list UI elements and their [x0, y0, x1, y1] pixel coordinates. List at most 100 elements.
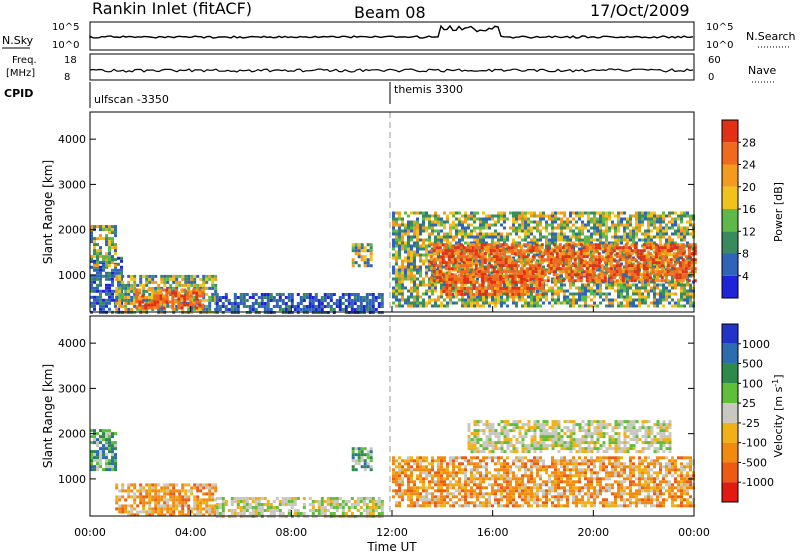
- data-cell: [521, 217, 524, 221]
- data-cell: [503, 217, 506, 221]
- data-cell: [499, 283, 503, 287]
- data-cell: [278, 509, 282, 512]
- data-cell: [563, 244, 566, 248]
- data-cell: [366, 258, 370, 262]
- data-cell: [626, 220, 629, 224]
- data-cell: [527, 292, 530, 296]
- data-cell: [623, 211, 626, 215]
- data-cell: [633, 267, 637, 271]
- data-cell: [593, 226, 596, 230]
- data-cell: [527, 217, 530, 221]
- data-cell: [548, 289, 551, 293]
- data-cell: [108, 246, 111, 250]
- data-cell: [242, 497, 246, 500]
- data-cell: [512, 229, 515, 233]
- data-cell: [659, 214, 662, 218]
- data-cell: [90, 289, 93, 293]
- data-cell: [639, 249, 643, 253]
- data-cell: [169, 489, 173, 493]
- data-cell: [449, 298, 452, 302]
- data-cell: [172, 498, 176, 502]
- data-cell: [254, 497, 258, 500]
- data-cell: [278, 299, 282, 302]
- data-cell: [588, 270, 592, 274]
- data-cell: [442, 289, 446, 293]
- data-cell: [504, 243, 508, 247]
- data-cell: [511, 289, 515, 293]
- data-cell: [329, 506, 333, 509]
- data-cell: [680, 214, 683, 218]
- data-cell: [353, 296, 357, 299]
- data-cell: [461, 298, 464, 302]
- data-cell: [457, 292, 461, 296]
- data-cell: [172, 280, 176, 284]
- data-cell: [671, 223, 674, 227]
- data-cell: [527, 235, 530, 239]
- data-cell: [469, 277, 473, 281]
- data-cell: [686, 280, 689, 284]
- data-cell: [662, 283, 665, 287]
- data-cell: [108, 225, 111, 229]
- data-cell: [450, 255, 454, 259]
- data-cell: [656, 304, 659, 308]
- data-cell: [597, 246, 601, 250]
- data-cell: [425, 238, 428, 242]
- data-cell: [635, 289, 638, 293]
- data-cell: [266, 500, 270, 503]
- data-cell: [175, 489, 179, 493]
- data-cell: [458, 217, 461, 221]
- data-cell: [469, 286, 473, 290]
- data-cell: [490, 280, 494, 284]
- data-cell: [515, 244, 518, 248]
- data-cell: [127, 280, 131, 284]
- data-cell: [278, 293, 282, 296]
- data-cell: [686, 298, 689, 302]
- data-cell: [657, 273, 661, 277]
- data-cell: [647, 283, 650, 287]
- data-cell: [605, 241, 608, 245]
- data-cell: [363, 255, 367, 259]
- data-cell: [221, 305, 225, 308]
- data-cell: [392, 271, 395, 275]
- data-cell: [513, 261, 517, 265]
- data-cell: [296, 308, 300, 311]
- data-cell: [514, 286, 518, 290]
- data-cell: [569, 226, 572, 230]
- data-cell: [507, 255, 511, 259]
- data-cell: [626, 289, 629, 293]
- data-cell: [272, 296, 276, 299]
- data-cell: [187, 483, 191, 487]
- data-cell: [535, 274, 539, 278]
- data-cell: [474, 261, 478, 265]
- data-cell: [602, 241, 605, 245]
- data-cell: [157, 283, 161, 287]
- data-cell: [90, 237, 93, 241]
- data-cell: [454, 283, 458, 287]
- data-cell: [473, 262, 476, 266]
- data-cell: [445, 286, 449, 290]
- data-cell: [515, 241, 518, 245]
- data-cell: [429, 276, 433, 280]
- data-cell: [99, 228, 102, 232]
- data-cell: [555, 246, 559, 250]
- data-cell: [187, 301, 191, 305]
- data-cell: [531, 267, 535, 271]
- data-cell: [648, 276, 652, 280]
- data-cell: [650, 241, 653, 245]
- data-cell: [572, 244, 575, 248]
- data-cell: [653, 211, 656, 215]
- data-cell: [108, 286, 111, 290]
- data-cell: [153, 297, 157, 301]
- data-cell: [596, 286, 599, 290]
- data-cell: [632, 256, 635, 260]
- data-cell: [202, 283, 206, 287]
- data-cell: [494, 304, 497, 308]
- colorbar-swatch: [722, 209, 738, 232]
- data-cell: [428, 283, 431, 287]
- data-cell: [184, 492, 188, 496]
- data-cell: [432, 249, 436, 253]
- data-cell: [623, 286, 626, 290]
- data-cell: [651, 258, 655, 262]
- data-cell: [611, 304, 614, 308]
- data-cell: [602, 229, 605, 233]
